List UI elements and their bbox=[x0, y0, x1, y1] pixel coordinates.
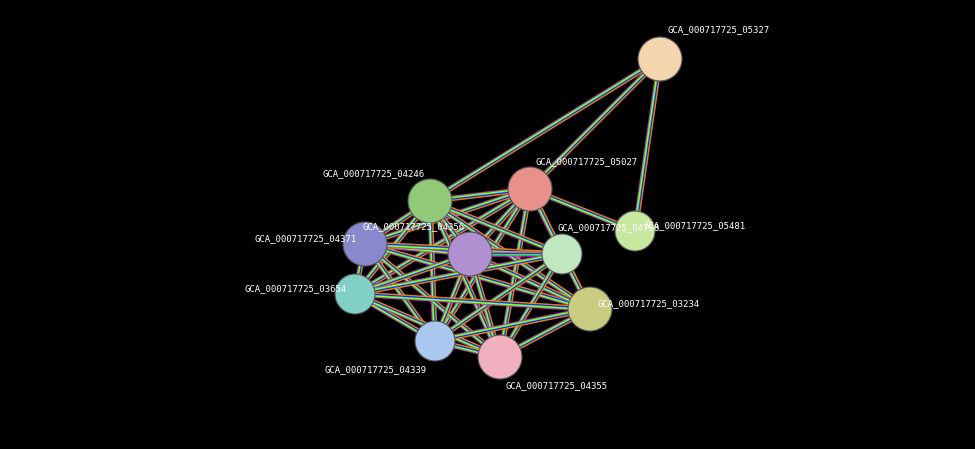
Circle shape bbox=[568, 287, 612, 331]
Text: GCA_000717725_05027: GCA_000717725_05027 bbox=[535, 157, 637, 166]
Circle shape bbox=[638, 37, 682, 81]
Circle shape bbox=[542, 234, 582, 274]
Circle shape bbox=[615, 211, 655, 251]
Circle shape bbox=[415, 321, 455, 361]
Text: GCA_000717725_04371: GCA_000717725_04371 bbox=[254, 234, 357, 243]
Text: GCA_000717725_05327: GCA_000717725_05327 bbox=[668, 25, 770, 34]
Text: GCA_000717725_03654: GCA_000717725_03654 bbox=[245, 285, 347, 294]
Text: GCA_000717725_03234: GCA_000717725_03234 bbox=[598, 299, 700, 308]
Text: GCA_000717725_04355: GCA_000717725_04355 bbox=[505, 381, 607, 390]
Text: GCA_000717725_04758: GCA_000717725_04758 bbox=[557, 223, 659, 232]
Circle shape bbox=[478, 335, 522, 379]
Text: GCA_000717725_04356: GCA_000717725_04356 bbox=[363, 222, 465, 231]
Text: GCA_000717725_05481: GCA_000717725_05481 bbox=[643, 221, 745, 230]
Circle shape bbox=[448, 232, 492, 276]
Circle shape bbox=[343, 222, 387, 266]
Text: GCA_000717725_04339: GCA_000717725_04339 bbox=[325, 365, 427, 374]
Circle shape bbox=[335, 274, 375, 314]
Text: GCA_000717725_04246: GCA_000717725_04246 bbox=[323, 169, 425, 178]
Circle shape bbox=[508, 167, 552, 211]
Circle shape bbox=[408, 179, 452, 223]
